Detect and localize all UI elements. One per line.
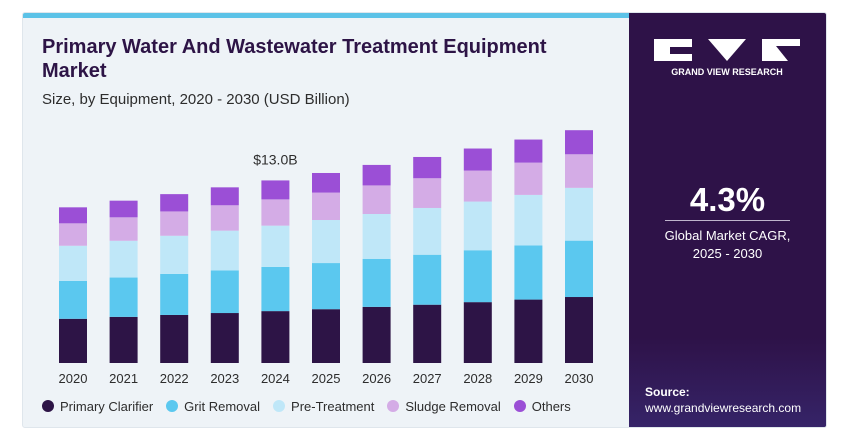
bar-segment-2028-3 — [463, 170, 492, 202]
bar-segment-2021-2 — [109, 240, 138, 278]
source-link[interactable]: www.grandviewresearch.com — [645, 401, 802, 415]
grand-view-research-logo: GRAND VIEW RESEARCH — [654, 39, 800, 77]
bar-segment-2027-3 — [413, 178, 442, 208]
bar-segment-2029-4 — [514, 139, 543, 163]
bar-segment-2026-0 — [362, 306, 391, 363]
bar-segment-2030-2 — [565, 187, 593, 241]
bar-segment-2023-3 — [210, 205, 239, 231]
x-tick-label: 2028 — [463, 371, 492, 386]
bar-segment-2021-4 — [109, 200, 138, 218]
bar-segment-2021-1 — [109, 277, 138, 317]
bar-segment-2027-4 — [413, 156, 442, 179]
legend-swatch — [273, 400, 286, 412]
bar-segment-2020-2 — [59, 245, 87, 281]
bar-segment-2023-1 — [210, 270, 239, 314]
bar-segment-2020-3 — [59, 223, 87, 246]
cagr-divider — [665, 220, 790, 221]
cagr-label: Global Market CAGR, 2025 - 2030 — [629, 227, 826, 263]
bar-segment-2023-4 — [210, 187, 239, 206]
legend-swatch — [166, 400, 179, 412]
x-tick-label: 2029 — [514, 371, 543, 386]
accent-bar — [23, 13, 631, 18]
legend-label: Primary Clarifier — [60, 398, 154, 414]
bar-segment-2029-1 — [514, 245, 543, 300]
legend-swatch — [513, 400, 526, 412]
bar-segment-2028-0 — [463, 302, 492, 363]
data-label-annotation: $13.0B — [253, 151, 297, 167]
bar-segment-2024-0 — [261, 311, 290, 363]
source-label: Source: — [645, 385, 690, 399]
bar-segment-2025-2 — [312, 220, 340, 264]
legend-label: Sludge Removal — [405, 398, 501, 414]
legend-item: Pre-Treatment — [273, 399, 374, 414]
chart-card: Primary Water And Wastewater Treatment E… — [22, 12, 827, 428]
bar-segment-2025-0 — [312, 309, 340, 363]
bar-segment-2028-2 — [463, 201, 492, 251]
legend-label: Others — [531, 398, 571, 414]
x-tick-label: 2021 — [109, 371, 138, 386]
bar-segment-2022-2 — [160, 235, 189, 274]
x-tick-label: 2023 — [210, 371, 239, 386]
bar-segment-2022-3 — [160, 211, 189, 236]
bar-segment-2026-2 — [362, 213, 391, 259]
bar-segment-2027-1 — [413, 254, 442, 305]
chart-subtitle: Size, by Equipment, 2020 - 2030 (USD Bil… — [42, 91, 350, 108]
bar-segment-2023-2 — [210, 230, 239, 271]
legend-item: Primary Clarifier — [42, 399, 153, 414]
legend-label: Pre-Treatment — [291, 398, 375, 414]
sidebar-glow — [629, 337, 826, 427]
x-tick-label: 2025 — [312, 371, 341, 386]
bar-segment-2022-4 — [160, 194, 189, 212]
bar-segment-2029-0 — [514, 299, 543, 363]
legend-swatch — [387, 400, 400, 412]
bar-segment-2027-2 — [413, 207, 442, 255]
bar-segment-2022-1 — [160, 273, 189, 315]
bar-segment-2025-3 — [312, 192, 340, 221]
bar-segment-2030-4 — [565, 130, 593, 155]
bar-segment-2021-0 — [109, 316, 138, 363]
sidebar-panel: GRAND VIEW RESEARCH 4.3% Global Market C… — [629, 13, 826, 427]
bar-segment-2024-1 — [261, 266, 290, 312]
bar-segment-2023-0 — [210, 313, 239, 363]
bar-segment-2027-0 — [413, 304, 442, 363]
x-tick-label: 2026 — [362, 371, 391, 386]
logo-wordmark: GRAND VIEW RESEARCH — [671, 67, 783, 77]
legend-item: Others — [513, 398, 571, 414]
bar-segment-2026-1 — [362, 258, 391, 307]
x-tick-label: 2030 — [565, 371, 594, 386]
bar-segment-2026-4 — [362, 164, 391, 186]
bar-chart: 2020 2021 2022 2023 2024 $13.0B 2025 2026 2027 20… — [59, 130, 594, 386]
bar-segment-2030-1 — [565, 240, 593, 298]
cagr-label-line-1: Global Market CAGR, — [664, 228, 791, 243]
bar-segment-2029-3 — [514, 162, 543, 195]
legend-label: Grit Removal — [184, 398, 261, 414]
x-tick-label: 2020 — [59, 371, 88, 386]
x-tick-label: 2024 — [261, 371, 290, 386]
bar-segment-2025-1 — [312, 263, 340, 310]
bar-segment-2029-2 — [514, 194, 543, 246]
bar-segment-2021-3 — [109, 217, 138, 241]
chart-legend: Primary Clarifier Grit Removal Pre-Treatme… — [42, 396, 584, 416]
legend-swatch — [42, 400, 54, 412]
bar-segment-2024-2 — [261, 225, 290, 267]
bar-segment-2030-3 — [565, 154, 593, 188]
bar-segment-2022-0 — [160, 314, 189, 363]
bar-segment-2028-4 — [463, 148, 492, 171]
bar-segment-2025-4 — [312, 172, 340, 193]
bar-segment-2030-0 — [565, 297, 593, 363]
legend-item: Sludge Removal — [387, 398, 501, 414]
bar-segment-2024-3 — [261, 199, 290, 226]
legend-item: Grit Removal — [166, 399, 260, 414]
bar-segment-2024-4 — [261, 180, 290, 200]
bar-segment-2020-1 — [59, 281, 87, 319]
bar-segment-2026-3 — [362, 185, 391, 214]
cagr-label-line-2: 2025 - 2030 — [692, 246, 763, 261]
bar-segment-2028-1 — [463, 250, 492, 303]
chart-title: Primary Water And Wastewater Treatment E… — [42, 36, 547, 82]
x-tick-label: 2027 — [413, 371, 442, 386]
bar-segment-2020-4 — [59, 207, 87, 224]
cagr-value: 4.3% — [689, 181, 766, 218]
x-tick-label: 2022 — [160, 371, 189, 386]
bar-segment-2020-0 — [59, 318, 87, 363]
